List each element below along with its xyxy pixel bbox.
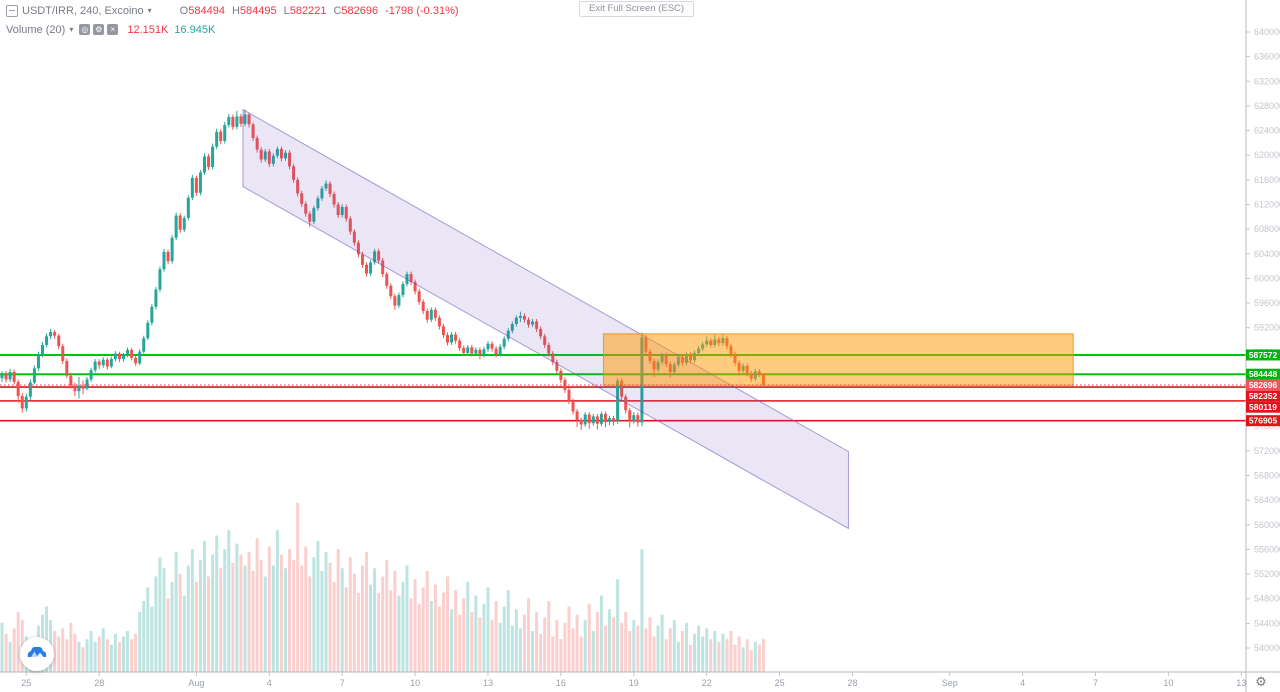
time-tick-label: 10: [1163, 678, 1173, 688]
price-tick-label: 552000: [1254, 569, 1280, 579]
price-line-label: [1246, 349, 1280, 361]
high-value: 584495: [239, 4, 277, 17]
price-line-label: [1246, 401, 1280, 413]
time-tick-label: 25: [21, 678, 31, 688]
exit-fullscreen-button[interactable]: Exit Full Screen (ESC): [579, 1, 695, 17]
open-label: O: [179, 4, 189, 17]
price-tick-label: 592000: [1254, 323, 1280, 333]
time-tick-label: Sep: [942, 678, 958, 688]
price-tick-label: 636000: [1254, 52, 1280, 62]
close-value: 582696: [341, 4, 379, 17]
volume-indicator-label[interactable]: Volume (20): [6, 23, 66, 36]
price-line-label: [1246, 415, 1280, 427]
price-tick-label: 596000: [1254, 298, 1280, 308]
svg-text:584448: 584448: [1249, 369, 1278, 379]
ohlc-values: O584494 H584495 L582221 C582696 -1798 (-0.31…: [180, 5, 466, 17]
price-tick-label: 640000: [1254, 27, 1280, 37]
volume-remove-icon[interactable]: ×: [107, 24, 119, 35]
close-label: C: [333, 4, 342, 17]
price-line-label: [1246, 368, 1280, 380]
time-tick-label: 4: [267, 678, 272, 688]
price-line-label: [1246, 390, 1280, 402]
price-tick-label: 564000: [1254, 495, 1280, 505]
time-tick-label: 25: [775, 678, 785, 688]
symbol-title[interactable]: USDT/IRR, 240, Excoino: [22, 4, 144, 17]
svg-text:587572: 587572: [1249, 350, 1278, 360]
volume-value: 12.151K: [127, 23, 169, 36]
svg-text:582352: 582352: [1249, 391, 1278, 401]
time-tick-label: 13: [1236, 678, 1246, 688]
price-tick-label: 620000: [1254, 150, 1280, 160]
time-tick-label: 13: [483, 678, 493, 688]
price-tick-label: 572000: [1254, 446, 1280, 456]
price-tick-label: 624000: [1254, 126, 1280, 136]
price-tick-label: 568000: [1254, 471, 1280, 481]
price-tick-label: 632000: [1254, 76, 1280, 86]
price-tick-label: 548000: [1254, 594, 1280, 604]
price-tick-label: 540000: [1254, 643, 1280, 653]
time-tick-label: Aug: [188, 678, 204, 688]
price-tick-label: 556000: [1254, 544, 1280, 554]
price-tick-label: 612000: [1254, 199, 1280, 209]
chart-legend: USDT/IRR, 240, Excoino ▾ O584494 H584495 L…: [6, 3, 466, 37]
low-label: L: [283, 4, 290, 17]
descending-channel-drawing[interactable]: [242, 108, 849, 530]
collapse-legend-icon[interactable]: [6, 4, 18, 17]
price-tick-label: 576000: [1254, 421, 1280, 431]
volume-hide-icon[interactable]: ◎: [79, 24, 91, 35]
cloud-mountain-icon: [27, 646, 47, 657]
volume-ma-value: 16.945K: [174, 23, 216, 36]
price-tick-label: 600000: [1254, 273, 1280, 283]
time-tick-label: 10: [410, 678, 420, 688]
time-tick-label: 19: [629, 678, 639, 688]
svg-text:576905: 576905: [1249, 416, 1278, 426]
time-axis[interactable]: 25 28 Aug 4 7 10 13 16 19 22 25 28 Sep 4 7 10 13: [21, 672, 1246, 688]
price-tick-label: 560000: [1254, 520, 1280, 530]
volume-settings-icon[interactable]: ⚙: [93, 24, 105, 35]
chevron-down-icon[interactable]: ▾: [147, 6, 152, 15]
broker-logo[interactable]: [20, 637, 54, 671]
volume-series[interactable]: [0, 502, 765, 672]
high-label: H: [231, 4, 240, 17]
price-tick-label: 544000: [1254, 618, 1280, 628]
time-tick-label: 22: [702, 678, 712, 688]
svg-text:582696: 582696: [1249, 380, 1278, 390]
time-tick-label: 16: [556, 678, 566, 688]
time-tick-label: 7: [340, 678, 345, 688]
time-tick-label: 7: [1093, 678, 1098, 688]
svg-text:580119: 580119: [1249, 402, 1277, 412]
open-value: 584494: [188, 4, 225, 17]
price-tick-label: 604000: [1254, 249, 1280, 259]
price-tick-label: 608000: [1254, 224, 1280, 234]
time-tick-label: 4: [1020, 678, 1025, 688]
time-tick-label: 28: [94, 678, 104, 688]
volume-chevron-down-icon[interactable]: ▾: [69, 25, 74, 34]
supply-zone-rectangle[interactable]: [602, 333, 1074, 386]
current-price-label: [1246, 379, 1280, 391]
timezone-settings-gear-icon[interactable]: ⚙: [1255, 674, 1267, 689]
time-tick-label: 28: [847, 678, 857, 688]
price-tick-label: 628000: [1254, 101, 1280, 111]
change-value: -1798 (-0.31%): [385, 4, 459, 17]
low-value: 582221: [289, 4, 327, 17]
price-tick-label: 616000: [1254, 175, 1280, 185]
